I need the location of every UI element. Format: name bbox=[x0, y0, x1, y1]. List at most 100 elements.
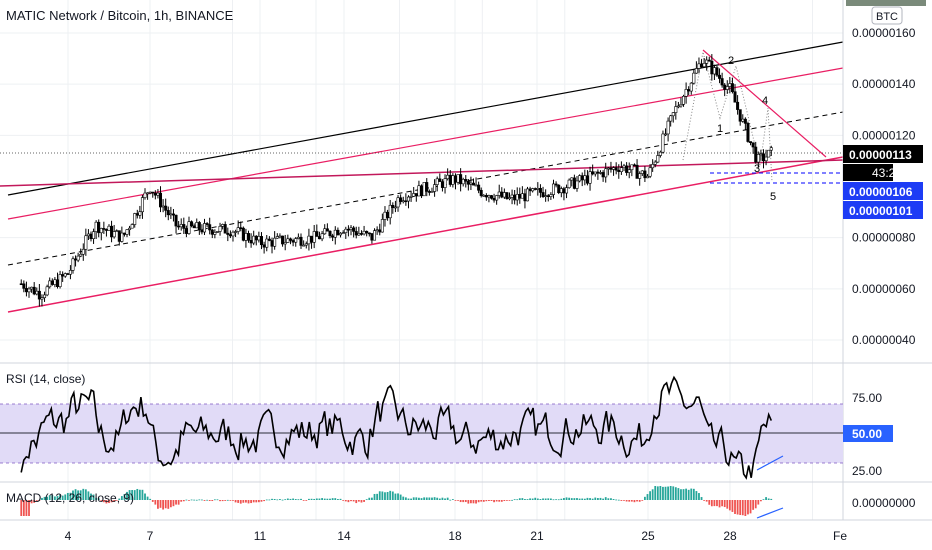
macd-bar bbox=[242, 500, 245, 503]
candle-up bbox=[551, 183, 555, 195]
macd-bar bbox=[669, 486, 672, 500]
candle-up bbox=[58, 274, 62, 287]
candle-up bbox=[107, 225, 111, 231]
macd-bar bbox=[100, 500, 103, 501]
macd-bar bbox=[102, 500, 105, 503]
macd-bar bbox=[410, 498, 412, 500]
macd-bar bbox=[531, 498, 534, 500]
candle-down bbox=[226, 232, 230, 235]
candle-up bbox=[393, 206, 397, 209]
candle-down bbox=[291, 240, 295, 243]
candle-down bbox=[609, 167, 613, 170]
macd-bar bbox=[488, 500, 490, 501]
macd-bar bbox=[391, 491, 394, 500]
candle-up bbox=[593, 171, 597, 175]
macd-bar bbox=[195, 499, 198, 501]
candle-up bbox=[213, 232, 217, 235]
candle-down bbox=[24, 288, 28, 293]
candle-down bbox=[596, 171, 600, 174]
macd-bar bbox=[610, 498, 612, 500]
candle-up bbox=[497, 191, 501, 196]
macd-bar bbox=[175, 500, 177, 505]
macd-bar bbox=[589, 498, 591, 500]
macd-bar bbox=[20, 500, 23, 516]
macd-bar bbox=[232, 500, 234, 501]
candle-down bbox=[171, 213, 175, 216]
candle-down bbox=[166, 210, 170, 216]
candle-up bbox=[697, 63, 701, 69]
macd-bar bbox=[115, 500, 118, 501]
macd-bar bbox=[118, 498, 121, 500]
candle-up bbox=[741, 118, 745, 122]
candle-up bbox=[53, 279, 57, 285]
wave-label-4: 4 bbox=[762, 95, 768, 107]
macd-bar bbox=[449, 499, 452, 501]
candle-down bbox=[210, 229, 214, 235]
candle-down bbox=[723, 84, 727, 90]
candle-down bbox=[153, 192, 157, 196]
candle-up bbox=[286, 238, 290, 243]
candle-down bbox=[643, 170, 647, 179]
macd-bar bbox=[581, 498, 584, 500]
macd-bar bbox=[373, 493, 376, 500]
macd-bar bbox=[552, 499, 555, 501]
macd-bar bbox=[513, 499, 516, 501]
macd-bar bbox=[731, 500, 734, 512]
macd-bar bbox=[615, 499, 618, 501]
current-price-label: 0.00000113 bbox=[849, 148, 912, 162]
rsi-tick-25: 25.00 bbox=[852, 464, 882, 478]
macd-bar bbox=[352, 500, 355, 502]
macd-bar bbox=[708, 500, 711, 505]
macd-bar bbox=[167, 500, 170, 509]
time-tick-label: 14 bbox=[337, 529, 351, 543]
candle-down bbox=[513, 194, 517, 201]
candle-up bbox=[92, 231, 96, 239]
currency-badge-label: BTC bbox=[876, 11, 898, 23]
macd-bar bbox=[310, 498, 313, 500]
macd-bar bbox=[263, 500, 266, 502]
macd-bar bbox=[203, 500, 206, 501]
macd-bar bbox=[459, 500, 462, 503]
candle-up bbox=[712, 67, 716, 75]
time-axis[interactable]: 4 7 11 14 18 21 25 28 Fe bbox=[65, 529, 848, 543]
candle-up bbox=[702, 63, 706, 68]
macd-bar bbox=[22, 500, 25, 516]
candle-down bbox=[239, 227, 243, 229]
macd-bar bbox=[438, 498, 441, 500]
candle-up bbox=[283, 242, 287, 245]
candle-down bbox=[66, 273, 70, 275]
macd-bar bbox=[224, 500, 227, 501]
macd-divergence-line bbox=[756, 507, 784, 519]
macd-bar bbox=[602, 498, 605, 500]
candle-up bbox=[294, 238, 298, 243]
candle-up bbox=[510, 194, 514, 198]
macd-bar bbox=[428, 497, 431, 500]
macd-bar bbox=[539, 499, 542, 500]
macd-bar bbox=[534, 497, 537, 500]
macd-bar bbox=[172, 500, 175, 507]
candle-up bbox=[669, 115, 673, 122]
candle-down bbox=[614, 167, 618, 171]
macd-bar bbox=[74, 489, 77, 500]
macd-bar bbox=[229, 500, 232, 501]
rsi-title: RSI (14, close) bbox=[6, 372, 85, 386]
price-axis[interactable]: 0.00000160 0.00000140 0.00000120 0.00000080… bbox=[852, 26, 916, 347]
candle-up bbox=[443, 178, 447, 188]
candle-up bbox=[68, 270, 72, 275]
price-tick-label: 0.00000140 bbox=[852, 77, 916, 91]
candle-down bbox=[733, 91, 737, 103]
currency-badge[interactable] bbox=[871, 6, 903, 25]
macd-bar bbox=[734, 500, 736, 514]
macd-bar bbox=[713, 500, 716, 507]
macd-bar bbox=[53, 496, 56, 500]
macd-bar bbox=[151, 500, 154, 502]
candle-up bbox=[296, 236, 300, 239]
macd-bar bbox=[149, 498, 152, 500]
macd-bar bbox=[92, 494, 95, 500]
candle-down bbox=[736, 101, 740, 110]
macd-bar bbox=[234, 500, 237, 503]
candle-up bbox=[575, 180, 579, 189]
candle-up bbox=[651, 164, 655, 169]
candle-up bbox=[461, 179, 465, 185]
